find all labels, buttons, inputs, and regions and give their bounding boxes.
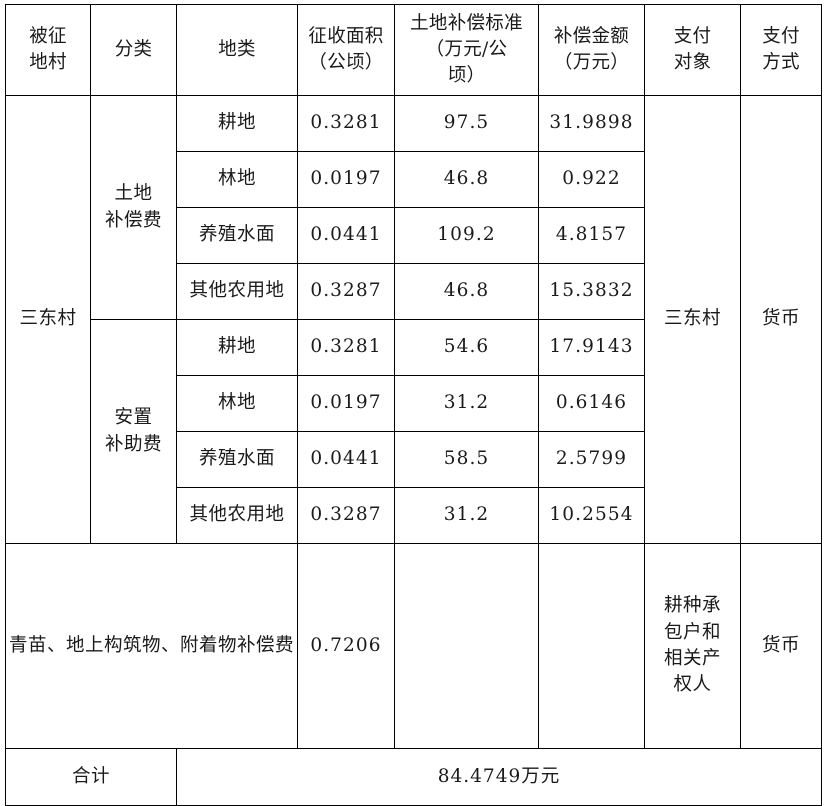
column-header-category: 分类 <box>90 4 177 96</box>
column-header-amount-line1: 补偿金额 <box>553 25 630 47</box>
cell-category-land-compensation: 土地 补偿费 <box>90 95 177 320</box>
cell-landtype: 耕地 <box>176 319 298 376</box>
cell-standard: 97.5 <box>394 95 539 152</box>
column-header-method: 支付 方式 <box>740 4 822 96</box>
cell-landtype: 养殖水面 <box>176 431 298 488</box>
cell-green-crops-amount <box>538 543 645 749</box>
cell-standard: 46.8 <box>394 263 539 320</box>
cell-amount: 31.9898 <box>538 95 645 152</box>
column-header-payee-line1: 支付 <box>673 25 712 47</box>
cell-standard: 46.8 <box>394 151 539 208</box>
cell-standard: 31.2 <box>394 375 539 432</box>
column-header-amount-line2: （万元） <box>553 52 630 73</box>
column-header-village-line2: 地村 <box>29 52 67 73</box>
column-header-standard-line1: 土地补偿标准 <box>410 12 523 34</box>
cell-green-crops-label: 青苗、地上构筑物、附着物补偿费 <box>5 543 298 749</box>
cell-amount: 0.922 <box>538 151 645 208</box>
cell-village: 三东村 <box>5 95 91 544</box>
column-header-area-line2: （公顷） <box>308 52 384 73</box>
table-row: 养殖水面 0.0441 58.5 2.5799 <box>6 431 822 488</box>
column-header-area: 征收面积 （公顷） <box>297 4 395 96</box>
cell-green-crops-payee-line1: 耕种承 <box>663 595 721 617</box>
cell-amount: 15.3832 <box>538 263 645 320</box>
cell-amount: 10.2554 <box>538 487 645 544</box>
cell-category-line1: 土地 <box>114 183 153 205</box>
cell-green-crops-payee: 耕种承 包户和 相关产 权人 <box>644 543 741 749</box>
cell-method: 货币 <box>740 95 822 544</box>
cell-area: 0.3281 <box>297 319 395 376</box>
cell-green-crops-standard <box>394 543 539 749</box>
table-row: 养殖水面 0.0441 109.2 4.8157 <box>6 207 822 264</box>
cell-amount: 2.5799 <box>538 431 645 488</box>
column-header-category-line1: 分类 <box>114 38 153 60</box>
column-header-method-line1: 支付 <box>762 25 800 47</box>
column-header-amount: 补偿金额 （万元） <box>538 4 645 96</box>
cell-landtype: 耕地 <box>176 95 298 152</box>
table-header-row: 被征 地村 分类 地类 征收面积 （公顷） 土地补偿标准 （万元/公 顷） <box>5 4 822 96</box>
cell-category-line2: 补偿费 <box>104 209 162 231</box>
column-header-payee: 支付 对象 <box>644 4 741 96</box>
cell-category-resettlement-subsidy: 安置 补助费 <box>90 319 177 544</box>
cell-green-crops-area: 0.7206 <box>297 543 395 749</box>
table-row: 其他农用地 0.3287 31.2 10.2554 <box>6 487 822 544</box>
cell-standard: 54.6 <box>394 319 539 376</box>
cell-landtype: 养殖水面 <box>176 207 298 264</box>
cell-total-value: 84.4749万元 <box>176 748 822 806</box>
cell-area: 0.0197 <box>297 375 395 432</box>
cell-amount: 4.8157 <box>538 207 645 264</box>
cell-green-crops-payee-line2: 包户和 <box>663 621 721 643</box>
table-row-total: 合计 84.4749万元 <box>5 748 822 806</box>
column-header-area-line1: 征收面积 <box>308 25 384 47</box>
cell-landtype: 其他农用地 <box>176 263 298 320</box>
cell-payee: 三东村 <box>644 95 741 544</box>
column-header-landtype: 地类 <box>176 4 298 96</box>
cell-category-line2: 补助费 <box>104 433 162 455</box>
cell-total-label: 合计 <box>5 748 177 806</box>
cell-amount: 17.9143 <box>538 319 645 376</box>
cell-green-crops-payee-line4: 权人 <box>673 674 712 696</box>
table-row: 安置 补助费 耕地 0.3281 54.6 17.9143 <box>6 319 822 544</box>
cell-standard: 31.2 <box>394 487 539 544</box>
column-header-village-line1: 被征 <box>29 25 67 47</box>
column-header-payee-line2: 对象 <box>673 52 712 73</box>
table-row-green-crops-compensation: 青苗、地上构筑物、附着物补偿费 0.7206 耕种承 包户和 相关产 权人 货币 <box>5 543 822 749</box>
cell-green-crops-method: 货币 <box>740 543 822 749</box>
cell-category-line1: 安置 <box>114 407 153 429</box>
table-row: 林地 0.0197 31.2 0.6146 <box>6 375 822 432</box>
cell-area: 0.3281 <box>297 95 395 152</box>
cell-landtype: 林地 <box>176 151 298 208</box>
cell-area: 0.0441 <box>297 431 395 488</box>
cell-standard: 109.2 <box>394 207 539 264</box>
column-header-standard-line3: 顷） <box>447 65 486 87</box>
table-row: 三东村 土地 补偿费 耕地 0.3281 97.5 31.9898 三东村 货币 <box>5 95 822 544</box>
cell-green-crops-payee-line3: 相关产 <box>663 648 721 669</box>
document-page: 被征 地村 分类 地类 征收面积 （公顷） 土地补偿标准 （万元/公 顷） <box>5 4 822 806</box>
column-header-standard-line2: （万元/公 <box>425 38 508 60</box>
table-row: 林地 0.0197 46.8 0.922 <box>6 151 822 208</box>
cell-landtype: 其他农用地 <box>176 487 298 544</box>
cell-area: 0.3287 <box>297 487 395 544</box>
cell-standard: 58.5 <box>394 431 539 488</box>
cell-landtype: 林地 <box>176 375 298 432</box>
column-header-village: 被征 地村 <box>5 4 91 96</box>
column-header-standard: 土地补偿标准 （万元/公 顷） <box>394 4 539 96</box>
cell-area: 0.0441 <box>297 207 395 264</box>
column-header-method-line2: 方式 <box>762 52 800 73</box>
cell-area: 0.3287 <box>297 263 395 320</box>
table-row: 其他农用地 0.3287 46.8 15.3832 <box>6 263 822 320</box>
cell-amount: 0.6146 <box>538 375 645 432</box>
column-header-landtype-line1: 地类 <box>218 38 256 60</box>
cell-area: 0.0197 <box>297 151 395 208</box>
land-compensation-table: 被征 地村 分类 地类 征收面积 （公顷） 土地补偿标准 （万元/公 顷） <box>5 4 822 806</box>
